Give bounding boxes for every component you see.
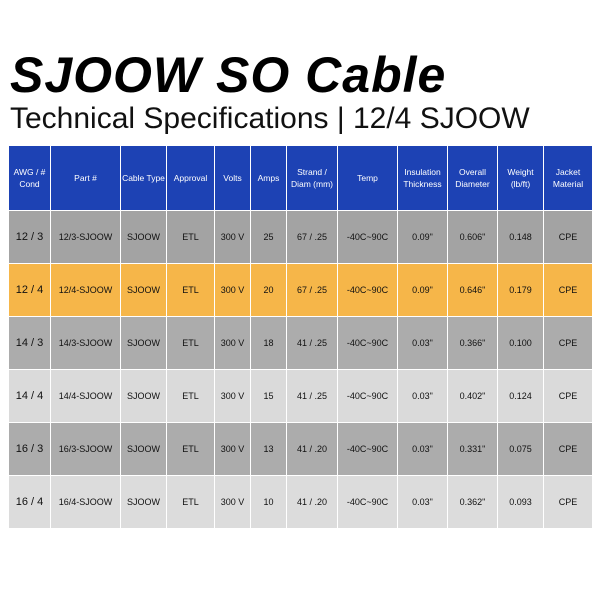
table-cell: 14 / 3 <box>8 316 51 370</box>
table-cell: 15 <box>250 369 287 423</box>
table-cell: CPE <box>543 210 593 264</box>
table-row: 14 / 4 14/4-SJOOW SJOOW ETL 300 V 15 41 / .25-… <box>8 369 593 423</box>
table-cell: 300 V <box>214 422 251 476</box>
table-cell: CPE <box>543 475 593 529</box>
column-header: Overall Diameter <box>447 145 498 211</box>
table-cell: 10 <box>250 475 287 529</box>
table-cell: CPE <box>543 369 593 423</box>
table-cell: CPE <box>543 422 593 476</box>
table-cell: 67 / .25 <box>286 263 338 317</box>
table-cell: ETL <box>166 316 215 370</box>
column-header: Amps <box>250 145 287 211</box>
subtitle: Technical Specifications | 12/4 SJOOW <box>10 102 530 135</box>
table-cell: 12 / 4 <box>8 263 51 317</box>
table-cell: CPE <box>543 316 593 370</box>
table-cell: 0.362" <box>447 475 498 529</box>
table-cell: 0.09" <box>397 263 448 317</box>
column-header: Volts <box>214 145 251 211</box>
table-cell: CPE <box>543 263 593 317</box>
table-cell: SJOOW <box>120 210 167 264</box>
table-cell: 300 V <box>214 369 251 423</box>
table-cell: -40C~90C <box>337 475 398 529</box>
header-row: AWG / # Cond Part # Cable Type Approval Volt… <box>8 145 593 211</box>
table-cell: 0.03" <box>397 316 448 370</box>
table-row: 12 / 4 12/4-SJOOW SJOOW ETL 300 V 20 67 / .25-… <box>8 263 593 317</box>
column-header: Jacket Material <box>543 145 593 211</box>
table-cell: 0.124 <box>497 369 544 423</box>
table-cell: 0.179 <box>497 263 544 317</box>
column-header: Insulation Thickness <box>397 145 448 211</box>
table-cell: 14/3-SJOOW <box>50 316 121 370</box>
table-cell: 300 V <box>214 316 251 370</box>
table-cell: 41 / .20 <box>286 422 338 476</box>
table-cell: 0.606" <box>447 210 498 264</box>
column-header: Strand / Diam (mm) <box>286 145 338 211</box>
table-cell: -40C~90C <box>337 316 398 370</box>
table-cell: 16 / 3 <box>8 422 51 476</box>
table-cell: 300 V <box>214 210 251 264</box>
table-cell: SJOOW <box>120 316 167 370</box>
table-cell: 12/4-SJOOW <box>50 263 121 317</box>
table-cell: -40C~90C <box>337 263 398 317</box>
table-cell: SJOOW <box>120 369 167 423</box>
table-cell: 16 / 4 <box>8 475 51 529</box>
table-cell: 16/3-SJOOW <box>50 422 121 476</box>
table-cell: 14 / 4 <box>8 369 51 423</box>
table-cell: ETL <box>166 475 215 529</box>
table-cell: 0.09" <box>397 210 448 264</box>
table-cell: 0.100 <box>497 316 544 370</box>
table-body: 12 / 3 12/3-SJOOW SJOOW ETL 300 V 25 67 / .25-… <box>8 210 593 529</box>
table-cell: 0.646" <box>447 263 498 317</box>
table-cell: 13 <box>250 422 287 476</box>
table-cell: SJOOW <box>120 475 167 529</box>
table-row: 16 / 3 16/3-SJOOW SJOOW ETL 300 V 13 41 / .20-… <box>8 422 593 476</box>
table-cell: -40C~90C <box>337 422 398 476</box>
table-cell: 12 / 3 <box>8 210 51 264</box>
column-header: Part # <box>50 145 121 211</box>
title: SJOOW SO Cable <box>10 47 447 103</box>
table-cell: 0.075 <box>497 422 544 476</box>
table-cell: ETL <box>166 263 215 317</box>
table-row: 16 / 4 16/4-SJOOW SJOOW ETL 300 V 10 41 / .20-… <box>8 475 593 529</box>
table-cell: 67 / .25 <box>286 210 338 264</box>
table-cell: 0.03" <box>397 475 448 529</box>
table-cell: 300 V <box>214 263 251 317</box>
table-cell: ETL <box>166 369 215 423</box>
table-cell: 41 / .25 <box>286 316 338 370</box>
table-cell: 0.093 <box>497 475 544 529</box>
table-cell: 41 / .25 <box>286 369 338 423</box>
table-cell: 0.331" <box>447 422 498 476</box>
table-cell: 0.402" <box>447 369 498 423</box>
table-cell: SJOOW <box>120 422 167 476</box>
column-header: Weight (lb/ft) <box>497 145 544 211</box>
table-cell: ETL <box>166 422 215 476</box>
table-cell: SJOOW <box>120 263 167 317</box>
column-header: AWG / # Cond <box>8 145 51 211</box>
column-header: Temp <box>337 145 398 211</box>
column-header: Approval <box>166 145 215 211</box>
table-row: 14 / 3 14/3-SJOOW SJOOW ETL 300 V 18 41 / .25-… <box>8 316 593 370</box>
table-cell: 300 V <box>214 475 251 529</box>
table-cell: 20 <box>250 263 287 317</box>
column-header: Cable Type <box>120 145 167 211</box>
table-cell: ETL <box>166 210 215 264</box>
table-cell: -40C~90C <box>337 210 398 264</box>
table-cell: 41 / .20 <box>286 475 338 529</box>
table-cell: 25 <box>250 210 287 264</box>
table-cell: -40C~90C <box>337 369 398 423</box>
table-cell: 16/4-SJOOW <box>50 475 121 529</box>
table-cell: 0.03" <box>397 422 448 476</box>
table-cell: 0.148 <box>497 210 544 264</box>
table-cell: 18 <box>250 316 287 370</box>
table-cell: 14/4-SJOOW <box>50 369 121 423</box>
table-cell: 0.366" <box>447 316 498 370</box>
spec-table: AWG / # Cond Part # Cable Type Approval Volt… <box>8 145 593 529</box>
table-row: 12 / 3 12/3-SJOOW SJOOW ETL 300 V 25 67 / .25-… <box>8 210 593 264</box>
table-cell: 0.03" <box>397 369 448 423</box>
table-cell: 12/3-SJOOW <box>50 210 121 264</box>
